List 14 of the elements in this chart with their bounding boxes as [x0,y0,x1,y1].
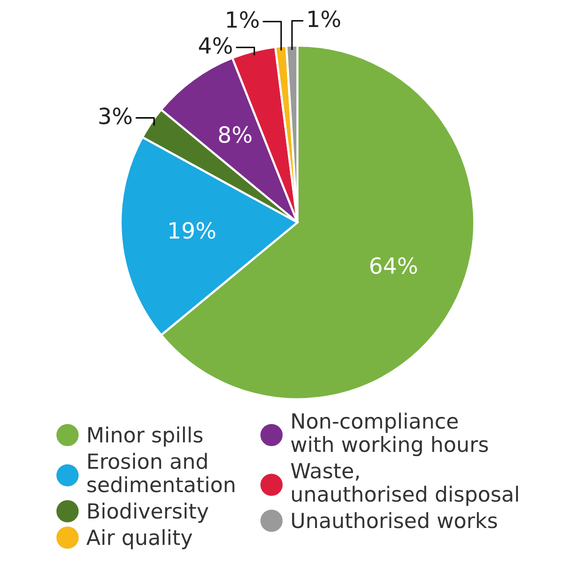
legend-label: Erosion and sedimentation [87,452,234,492]
legend-label: Minor spills [88,426,202,447]
data-label: 1% [227,11,259,28]
legend-label: Waste, unauthorised disposal [290,463,518,506]
data-label: 8% [218,126,252,143]
legend-label: Non-compliance with working hours [291,412,488,456]
legend-label: Unauthorised works [292,512,497,528]
data-label: 19% [170,222,216,239]
legend-label: Air quality [86,529,192,550]
legend-label: Biodiversity [88,502,208,523]
data-label: 1% [308,10,340,28]
data-label: 4% [198,37,232,54]
data-label: 3% [99,108,132,124]
data-label: 64% [370,257,417,274]
